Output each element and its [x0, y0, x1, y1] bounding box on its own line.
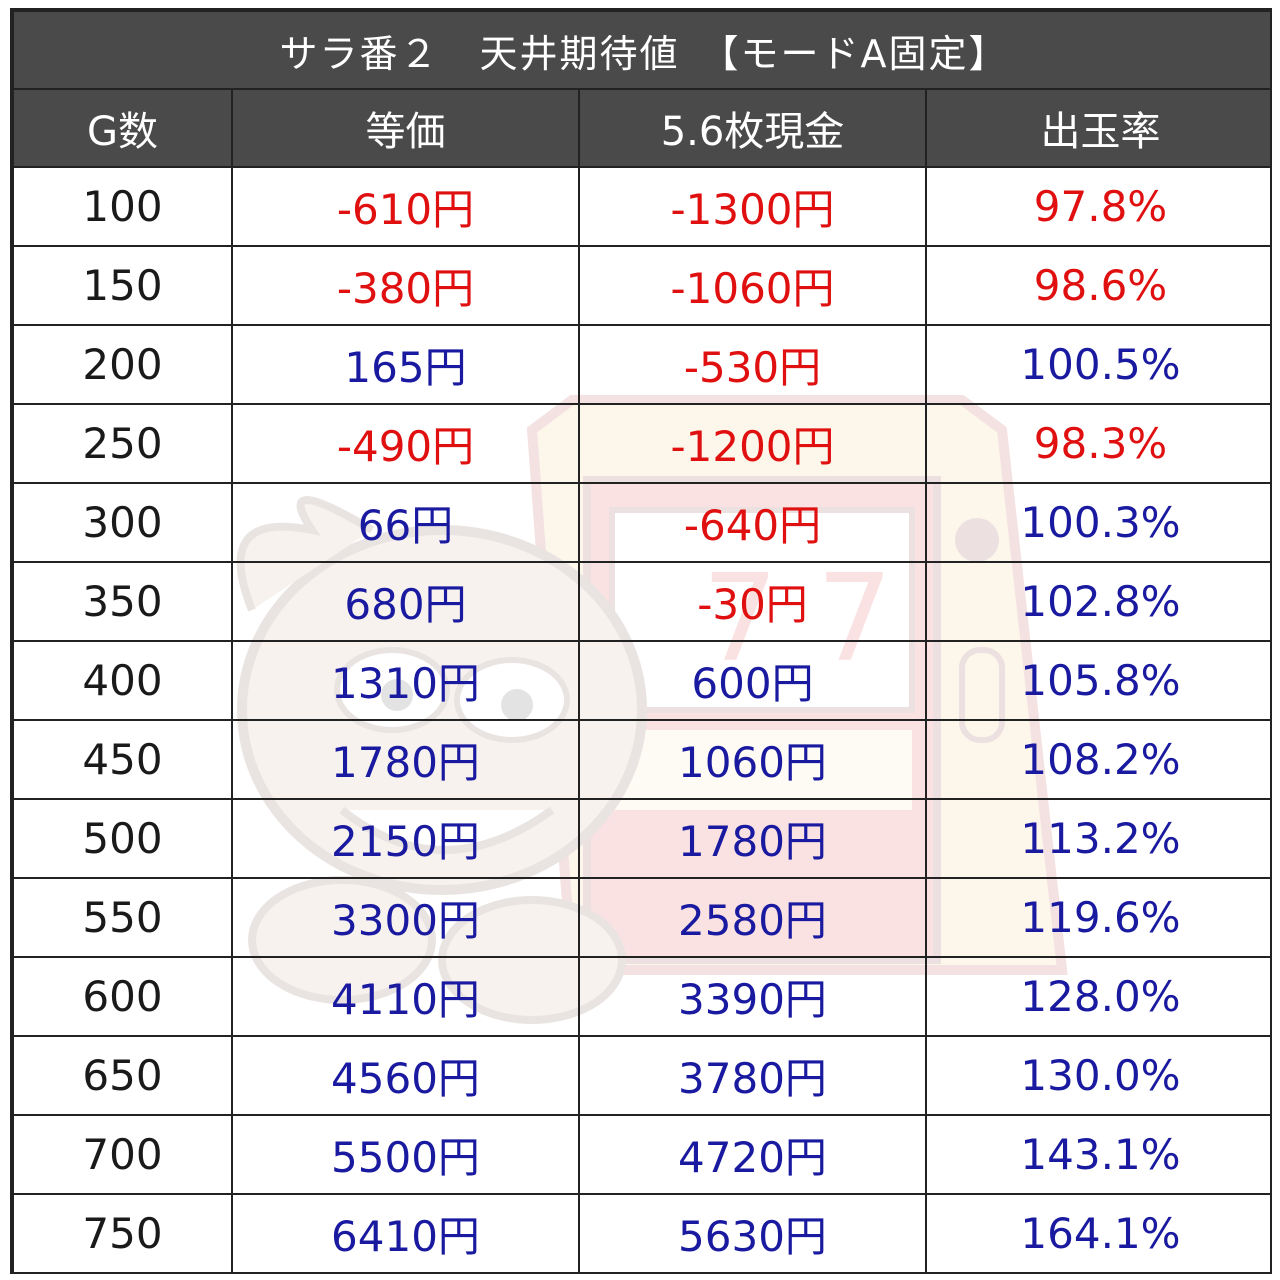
cell-payout-rate: 98.6%: [925, 245, 1270, 326]
table-row: 700 5500円 4720円 143.1%: [12, 1114, 1270, 1195]
table-row: 150 -380円 -1060円 98.6%: [12, 245, 1270, 326]
cell-payout-rate: 119.6%: [925, 877, 1270, 958]
table-row: 750 6410円 5630円 164.1%: [12, 1193, 1270, 1272]
table-row: 300 66円 -640円 100.3%: [12, 482, 1270, 563]
cell-games: 150: [12, 245, 233, 326]
cell-tohka: -610円: [231, 166, 580, 247]
expectation-table-sheet: 7 7 サラ番２ 天井期待値 【モードA固定】 G数 等価 5.6枚: [10, 8, 1272, 1274]
cell-cash: -30円: [578, 561, 927, 642]
cell-tohka: 3300円: [231, 877, 580, 958]
table-row: 500 2150円 1780円 113.2%: [12, 798, 1270, 879]
cell-games: 750: [12, 1193, 233, 1272]
cell-games: 600: [12, 956, 233, 1037]
cell-payout-rate: 105.8%: [925, 640, 1270, 721]
cell-tohka: 1780円: [231, 719, 580, 800]
col-header-tohka: 等価: [231, 88, 580, 168]
cell-games: 250: [12, 403, 233, 484]
cell-cash: -640円: [578, 482, 927, 563]
title-row: サラ番２ 天井期待値 【モードA固定】: [12, 10, 1270, 90]
cell-payout-rate: 97.8%: [925, 166, 1270, 247]
cell-tohka: -490円: [231, 403, 580, 484]
cell-payout-rate: 108.2%: [925, 719, 1270, 800]
header-row: G数 等価 5.6枚現金 出玉率: [12, 88, 1270, 168]
cell-payout-rate: 100.3%: [925, 482, 1270, 563]
cell-games: 400: [12, 640, 233, 721]
cell-cash: 3780円: [578, 1035, 927, 1116]
cell-games: 100: [12, 166, 233, 247]
table-row: 600 4110円 3390円 128.0%: [12, 956, 1270, 1037]
table-body: 100 -610円 -1300円 97.8% 150 -380円 -1060円 98.6% 20…: [12, 166, 1270, 1272]
cell-cash: 5630円: [578, 1193, 927, 1272]
cell-cash: -1300円: [578, 166, 927, 247]
cell-cash: 2580円: [578, 877, 927, 958]
cell-payout-rate: 164.1%: [925, 1193, 1270, 1272]
cell-cash: 1780円: [578, 798, 927, 879]
table-row: 400 1310円 600円 105.8%: [12, 640, 1270, 721]
cell-games: 300: [12, 482, 233, 563]
cell-payout-rate: 130.0%: [925, 1035, 1270, 1116]
cell-cash: -1200円: [578, 403, 927, 484]
cell-payout-rate: 98.3%: [925, 403, 1270, 484]
col-header-games: G数: [12, 88, 233, 168]
cell-games: 500: [12, 798, 233, 879]
cell-tohka: -380円: [231, 245, 580, 326]
cell-payout-rate: 128.0%: [925, 956, 1270, 1037]
cell-tohka: 680円: [231, 561, 580, 642]
cell-tohka: 5500円: [231, 1114, 580, 1195]
col-header-payout-rate: 出玉率: [925, 88, 1270, 168]
cell-cash: 3390円: [578, 956, 927, 1037]
cell-games: 550: [12, 877, 233, 958]
cell-cash: 4720円: [578, 1114, 927, 1195]
cell-games: 200: [12, 324, 233, 405]
table-row: 200 165円 -530円 100.5%: [12, 324, 1270, 405]
cell-cash: 600円: [578, 640, 927, 721]
expectation-table: サラ番２ 天井期待値 【モードA固定】 G数 等価 5.6枚現金 出玉率 100…: [12, 10, 1270, 1272]
cell-tohka: 6410円: [231, 1193, 580, 1272]
cell-payout-rate: 113.2%: [925, 798, 1270, 879]
cell-tohka: 165円: [231, 324, 580, 405]
col-header-cash: 5.6枚現金: [578, 88, 927, 168]
cell-payout-rate: 143.1%: [925, 1114, 1270, 1195]
cell-tohka: 2150円: [231, 798, 580, 879]
cell-tohka: 4110円: [231, 956, 580, 1037]
cell-cash: 1060円: [578, 719, 927, 800]
table-title: サラ番２ 天井期待値 【モードA固定】: [12, 10, 1270, 90]
table-row: 650 4560円 3780円 130.0%: [12, 1035, 1270, 1116]
cell-cash: -530円: [578, 324, 927, 405]
cell-games: 700: [12, 1114, 233, 1195]
table-row: 250 -490円 -1200円 98.3%: [12, 403, 1270, 484]
table-row: 100 -610円 -1300円 97.8%: [12, 166, 1270, 247]
cell-cash: -1060円: [578, 245, 927, 326]
cell-payout-rate: 100.5%: [925, 324, 1270, 405]
table-row: 550 3300円 2580円 119.6%: [12, 877, 1270, 958]
table-row: 450 1780円 1060円 108.2%: [12, 719, 1270, 800]
cell-payout-rate: 102.8%: [925, 561, 1270, 642]
table-row: 350 680円 -30円 102.8%: [12, 561, 1270, 642]
cell-tohka: 66円: [231, 482, 580, 563]
cell-games: 450: [12, 719, 233, 800]
cell-games: 650: [12, 1035, 233, 1116]
cell-tohka: 1310円: [231, 640, 580, 721]
cell-tohka: 4560円: [231, 1035, 580, 1116]
cell-games: 350: [12, 561, 233, 642]
